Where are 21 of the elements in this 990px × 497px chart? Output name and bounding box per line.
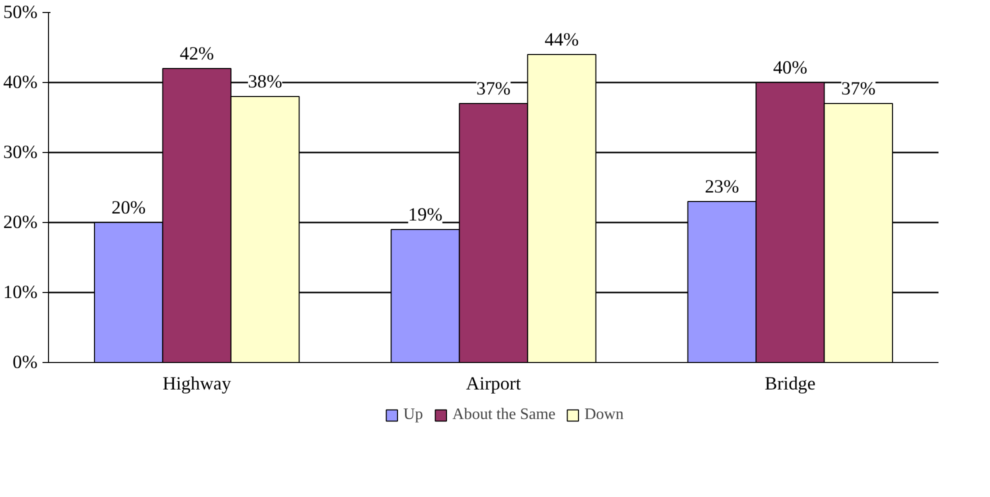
data-label: 23% <box>704 176 740 198</box>
data-label: 19% <box>408 204 442 226</box>
x-tick-label: Bridge <box>764 374 816 394</box>
data-label: 38% <box>248 72 282 92</box>
y-tick-label: 0% <box>12 352 38 373</box>
x-tick-label: Highway <box>162 374 232 394</box>
data-label: 40% <box>773 58 808 78</box>
y-tick-label: 50% <box>3 2 38 23</box>
data-label: 37% <box>476 78 511 100</box>
legend-label: Down <box>584 406 624 424</box>
x-tick-label: Airport <box>466 374 522 394</box>
data-label: 42% <box>180 44 214 64</box>
legend-label: Up <box>403 406 424 424</box>
legend-label: About the Same <box>452 406 556 424</box>
data-label: 37% <box>841 78 876 100</box>
y-tick-label: 20% <box>3 212 38 233</box>
data-label: 44% <box>544 30 579 50</box>
data-label: 20% <box>112 198 146 218</box>
y-tick-label: 40% <box>3 72 38 93</box>
y-tick-label: 30% <box>3 142 38 163</box>
y-tick-label: 10% <box>3 282 38 303</box>
